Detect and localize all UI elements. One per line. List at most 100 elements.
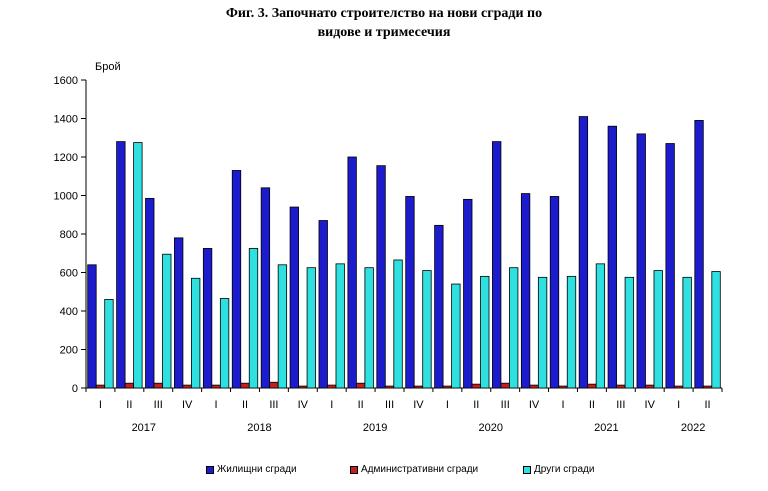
year-label: 2020 (478, 422, 502, 434)
x-tick-label: I (561, 399, 564, 411)
bar (364, 267, 374, 389)
y-tick-label: 1600 (54, 75, 78, 87)
bar (269, 381, 279, 389)
chart-title: Фиг. 3. Започнато строителство на нови с… (0, 4, 768, 42)
legend-swatch (350, 465, 358, 474)
bar (509, 267, 519, 389)
legend-label: Административни сгради (361, 464, 479, 475)
legend-item: Жилищни сгради (206, 464, 297, 475)
x-tick-label: IV (413, 399, 424, 411)
bar (298, 385, 308, 389)
bar (636, 133, 646, 389)
bars (87, 116, 721, 389)
bar (673, 385, 684, 389)
bar (587, 383, 597, 389)
bar (347, 156, 357, 389)
y-tick-label: 400 (60, 306, 78, 318)
chart-title-line-2: видове и тримесечия (317, 25, 451, 40)
chart-title-line-1: Фиг. 3. Започнато строителство на нови с… (225, 6, 543, 21)
bar (95, 384, 106, 389)
bar (537, 276, 548, 389)
bar (682, 276, 692, 389)
bar (558, 385, 568, 389)
bar (471, 383, 481, 389)
legend-label: Жилищни сгради (217, 464, 297, 475)
bar (211, 384, 221, 389)
bar (260, 187, 271, 389)
y-axis-label: Брой (95, 61, 121, 73)
bar (711, 271, 721, 389)
year-label: 2018 (247, 422, 271, 434)
x-tick-label: III (154, 399, 163, 411)
bar (376, 165, 386, 389)
x-tick-label: IV (298, 399, 309, 411)
x-tick-label: IV (529, 399, 540, 411)
bar (595, 263, 606, 389)
x-tick-label: II (242, 399, 248, 411)
bar (653, 270, 663, 389)
x-tick-label: III (269, 399, 278, 411)
bar (529, 384, 539, 389)
x-tick-label: III (501, 399, 510, 411)
bar (616, 384, 626, 389)
bar (500, 382, 510, 389)
x-tick-label: III (616, 399, 625, 411)
year-label: 2017 (132, 422, 156, 434)
bar (645, 384, 655, 389)
y-tick-label: 800 (60, 229, 78, 241)
bar (520, 193, 531, 389)
bar (231, 170, 242, 389)
bar (451, 283, 461, 389)
bar (442, 385, 453, 389)
bar (624, 276, 634, 389)
bar (405, 196, 415, 389)
bar (133, 142, 143, 389)
legend-swatch (206, 465, 214, 474)
x-tick-label: II (589, 399, 595, 411)
bar (306, 267, 316, 389)
bar (665, 143, 675, 389)
x-tick-label: I (677, 399, 680, 411)
legend-label: Други сгради (534, 464, 595, 475)
x-tick-label: II (473, 399, 479, 411)
x-tick-label: I (330, 399, 333, 411)
year-label: 2022 (681, 422, 705, 434)
bar (335, 263, 345, 389)
y-tick-label: 1000 (54, 191, 78, 203)
x-tick-label: I (99, 399, 102, 411)
bar (492, 141, 502, 389)
bar (153, 382, 163, 389)
y-tick-label: 600 (60, 268, 78, 280)
bar (116, 141, 126, 389)
bar (413, 385, 424, 389)
bar (355, 382, 366, 389)
y-tick-label: 0 (72, 383, 78, 395)
bar (327, 384, 337, 389)
bar (248, 248, 259, 389)
bar (702, 385, 713, 389)
bar (277, 264, 288, 389)
legend-swatch (523, 465, 531, 474)
bar (566, 275, 577, 389)
bar (104, 299, 114, 389)
bar (145, 197, 155, 389)
bar (694, 120, 704, 389)
bar (219, 298, 230, 389)
legend-item: Други сгради (523, 464, 594, 475)
bar (549, 196, 560, 389)
bar (434, 224, 444, 389)
legend-item: Административни сгради (350, 464, 478, 475)
bar (162, 253, 172, 389)
x-tick-label: I (446, 399, 449, 411)
bar (191, 277, 201, 389)
y-tick-label: 200 (60, 345, 78, 357)
bar (87, 264, 97, 389)
bar (174, 237, 184, 389)
bar (393, 259, 403, 389)
bar (182, 384, 192, 389)
y-tick-label: 1200 (54, 152, 78, 164)
bar (480, 275, 490, 389)
x-tick-label: I (215, 399, 218, 411)
